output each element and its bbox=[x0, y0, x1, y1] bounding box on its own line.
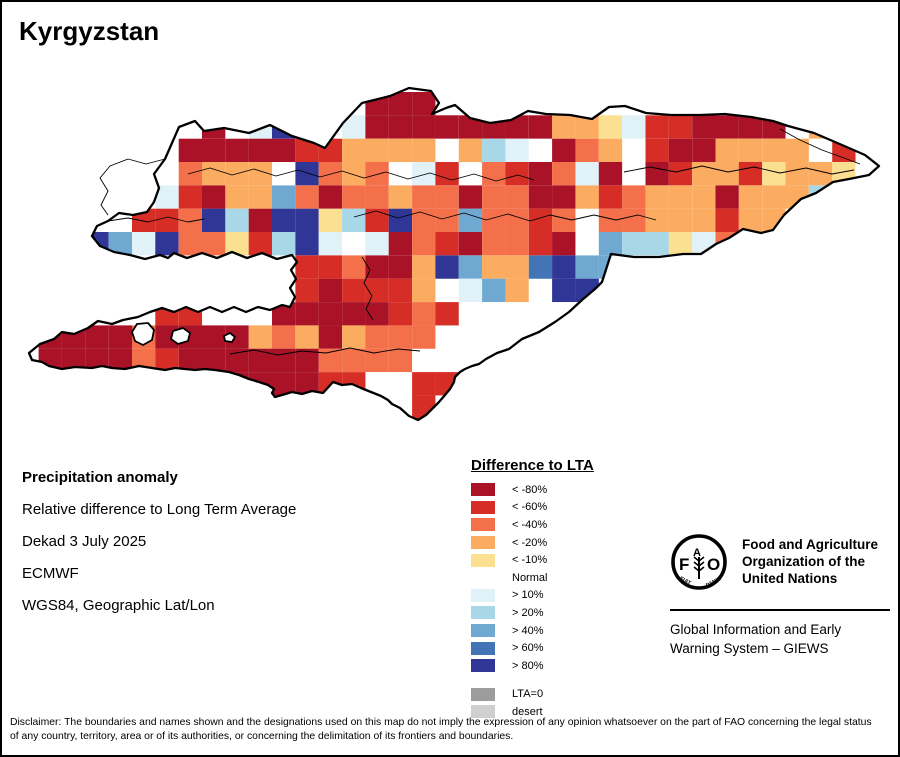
map-projection: WGS84, Geographic Lat/Lon bbox=[22, 597, 215, 614]
map-description: Relative difference to Long Term Average bbox=[22, 501, 297, 518]
map-metadata-block: Precipitation anomaly Relative differenc… bbox=[22, 462, 296, 622]
map-dekad: Dekad 3 July 2025 bbox=[22, 533, 147, 550]
fao-logo-letter-a: A bbox=[693, 547, 701, 559]
fao-logo-fiat: FIAT bbox=[678, 576, 692, 587]
legend-item: > 60% bbox=[471, 639, 594, 657]
legend-item: > 10% bbox=[471, 587, 594, 605]
legend-item: < -60% bbox=[471, 499, 594, 517]
legend-item: > 40% bbox=[471, 622, 594, 640]
legend-title: Difference to LTA bbox=[471, 457, 594, 474]
fao-logo-letter-o: O bbox=[707, 555, 720, 574]
legend-item: Normal bbox=[471, 569, 594, 587]
legend-swatch bbox=[471, 606, 495, 620]
giews-name: Global Information and Early Warning Sys… bbox=[670, 622, 842, 656]
divider bbox=[670, 609, 890, 611]
fao-logo-icon: F A O FIAT PANIS bbox=[671, 534, 727, 590]
legend: Difference to LTA < -80% < -60% < -40% <… bbox=[471, 457, 594, 721]
legend-swatch bbox=[471, 641, 495, 655]
kyrgyzstan-anomaly-map bbox=[27, 86, 881, 422]
legend-swatch bbox=[471, 536, 495, 550]
legend-item: LTA=0 bbox=[471, 686, 594, 704]
fao-name: Food and Agriculture Organization of the… bbox=[742, 537, 878, 586]
legend-swatch bbox=[471, 588, 495, 602]
legend-item: > 80% bbox=[471, 657, 594, 675]
fao-logo-letter-f: F bbox=[679, 555, 689, 574]
legend-item: < -80% bbox=[471, 481, 594, 499]
legend-swatch bbox=[471, 518, 495, 532]
map-source: ECMWF bbox=[22, 565, 79, 582]
legend-swatch bbox=[471, 705, 495, 719]
legend-swatch bbox=[471, 687, 495, 701]
legend-item: < -20% bbox=[471, 534, 594, 552]
legend-swatch bbox=[471, 624, 495, 638]
legend-item: < -10% bbox=[471, 551, 594, 569]
wheat-icon bbox=[693, 556, 705, 579]
legend-swatch bbox=[471, 483, 495, 497]
page-title: Kyrgyzstan bbox=[19, 16, 160, 46]
disclaimer-text: Disclaimer: The boundaries and names sho… bbox=[10, 717, 872, 742]
fao-logo-panis: PANIS bbox=[705, 576, 723, 589]
legend-swatch bbox=[471, 659, 495, 673]
legend-item: desert bbox=[471, 703, 594, 721]
legend-swatch bbox=[471, 553, 495, 567]
legend-swatch bbox=[471, 500, 495, 514]
legend-item: > 20% bbox=[471, 604, 594, 622]
fao-branding-block: F A O FIAT PANIS Food and Agriculture Or… bbox=[670, 533, 892, 658]
legend-item: < -40% bbox=[471, 516, 594, 534]
legend-swatch bbox=[471, 571, 495, 585]
map-subtitle: Precipitation anomaly bbox=[22, 469, 178, 486]
